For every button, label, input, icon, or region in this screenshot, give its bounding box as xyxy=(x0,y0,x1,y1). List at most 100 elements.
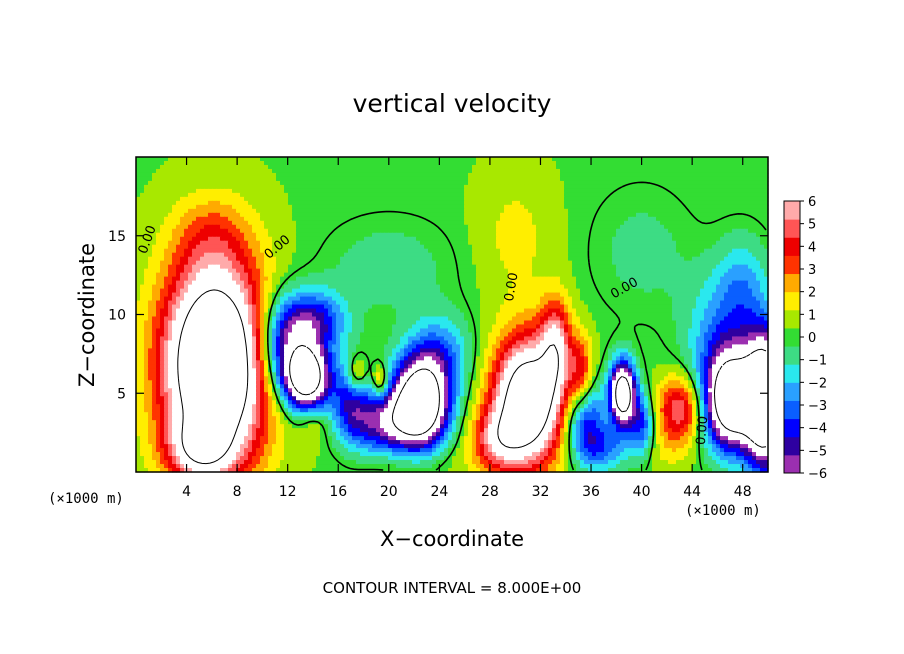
heatmap-cell xyxy=(388,256,393,262)
heatmap-cell xyxy=(480,216,485,222)
heatmap-cell xyxy=(256,260,261,266)
heatmap-cell xyxy=(144,220,149,226)
heatmap-cell xyxy=(648,256,653,262)
heatmap-cell xyxy=(704,224,709,230)
heatmap-cell xyxy=(260,157,265,162)
heatmap-cell xyxy=(356,228,361,234)
heatmap-cell xyxy=(548,216,553,222)
heatmap-cell xyxy=(308,188,313,194)
heatmap-cell xyxy=(760,228,765,234)
heatmap-cell xyxy=(556,224,561,230)
heatmap-cell xyxy=(500,276,505,282)
heatmap-cell xyxy=(224,168,229,174)
heatmap-cell xyxy=(396,216,401,222)
heatmap-cell xyxy=(644,204,649,210)
heatmap-cell xyxy=(272,264,277,270)
heatmap-cell xyxy=(388,268,393,274)
heatmap-cell xyxy=(136,176,141,182)
heatmap-cell xyxy=(312,180,317,186)
heatmap-cell xyxy=(536,228,541,234)
heatmap-cell xyxy=(592,208,597,214)
heatmap-cell xyxy=(704,192,709,198)
heatmap-cell xyxy=(356,172,361,178)
heatmap-cell xyxy=(212,192,217,198)
heatmap-cell xyxy=(712,228,717,234)
heatmap-cell xyxy=(272,176,277,182)
heatmap-cell xyxy=(364,176,369,182)
heatmap-cell xyxy=(444,264,449,270)
heatmap-cell xyxy=(584,160,589,166)
heatmap-cell xyxy=(376,160,381,166)
heatmap-cell xyxy=(360,244,365,250)
heatmap-cell xyxy=(528,164,533,170)
heatmap-cell xyxy=(236,264,241,270)
heatmap-cell xyxy=(584,196,589,202)
heatmap-cell xyxy=(476,216,481,222)
heatmap-cell xyxy=(644,240,649,246)
heatmap-cell xyxy=(740,164,745,170)
heatmap-cell xyxy=(320,180,325,186)
heatmap-cell xyxy=(488,220,493,226)
heatmap-cell xyxy=(684,208,689,214)
heatmap-cell xyxy=(184,276,189,282)
heatmap-cell xyxy=(756,196,761,202)
heatmap-cell xyxy=(164,224,169,230)
heatmap-cell xyxy=(456,196,461,202)
heatmap-cell xyxy=(244,164,249,170)
heatmap-cell xyxy=(740,204,745,210)
heatmap-cell xyxy=(688,272,693,278)
heatmap-cell xyxy=(196,164,201,170)
heatmap-cell xyxy=(384,212,389,218)
heatmap-cell xyxy=(400,176,405,182)
heatmap-cell xyxy=(592,157,597,162)
heatmap-cell xyxy=(592,228,597,234)
heatmap-cell xyxy=(168,252,173,258)
heatmap-cell xyxy=(240,256,245,262)
heatmap-cell xyxy=(612,160,617,166)
heatmap-cell xyxy=(448,248,453,254)
heatmap-cell xyxy=(616,172,621,178)
heatmap-cell xyxy=(696,268,701,274)
heatmap-cell xyxy=(604,272,609,278)
heatmap-cell xyxy=(696,216,701,222)
heatmap-cell xyxy=(480,256,485,262)
heatmap-cell xyxy=(640,176,645,182)
heatmap-cell xyxy=(472,172,477,178)
heatmap-cell xyxy=(196,200,201,206)
heatmap-cell xyxy=(640,168,645,174)
heatmap-cell xyxy=(720,228,725,234)
heatmap-cell xyxy=(612,192,617,198)
heatmap-cell xyxy=(216,200,221,206)
heatmap-cell xyxy=(368,228,373,234)
heatmap-cell xyxy=(372,212,377,218)
heatmap-cell xyxy=(720,276,725,282)
heatmap-cell xyxy=(144,200,149,206)
heatmap-cell xyxy=(152,212,157,218)
heatmap-cell xyxy=(296,176,301,182)
heatmap-cell xyxy=(740,260,745,266)
heatmap-cell xyxy=(372,160,377,166)
heatmap-cell xyxy=(564,196,569,202)
heatmap-cell xyxy=(728,168,733,174)
heatmap-cell xyxy=(580,216,585,222)
heatmap-cell xyxy=(604,192,609,198)
heatmap-cell xyxy=(676,180,681,186)
heatmap-cell xyxy=(572,228,577,234)
heatmap-cell xyxy=(388,220,393,226)
heatmap-cell xyxy=(340,172,345,178)
heatmap-cell xyxy=(364,264,369,270)
heatmap-cell xyxy=(516,157,521,162)
heatmap-cell xyxy=(520,172,525,178)
heatmap-cell xyxy=(672,172,677,178)
heatmap-cell xyxy=(748,216,753,222)
heatmap-cell xyxy=(588,204,593,210)
heatmap-cell xyxy=(252,160,257,166)
heatmap-cell xyxy=(240,220,245,226)
heatmap-cell xyxy=(488,192,493,198)
heatmap-cell xyxy=(180,172,185,178)
heatmap-cell xyxy=(160,176,165,182)
heatmap-cell xyxy=(172,224,177,230)
heatmap-cell xyxy=(656,228,661,234)
heatmap-cell xyxy=(468,240,473,246)
heatmap-cell xyxy=(700,192,705,198)
